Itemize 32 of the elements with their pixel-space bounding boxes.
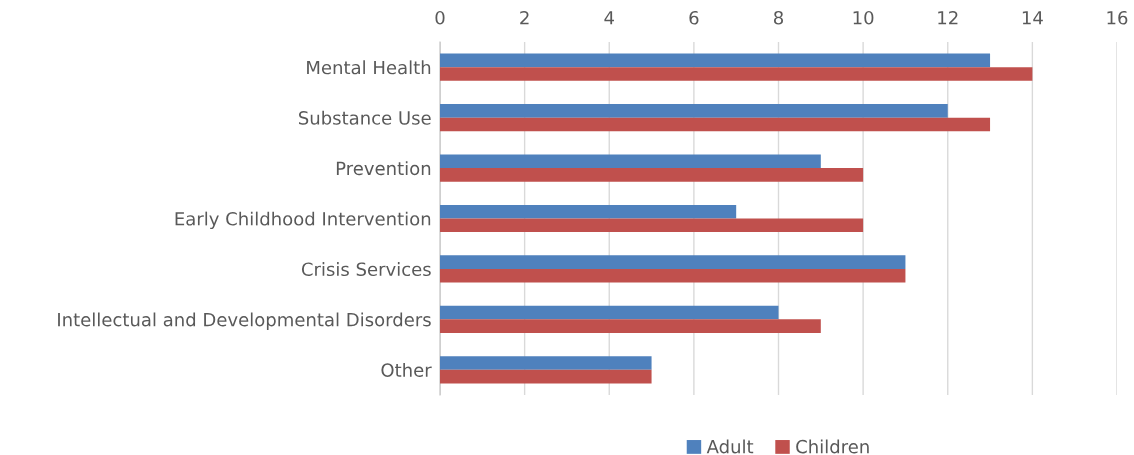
bar (440, 218, 864, 233)
bar (440, 255, 906, 269)
y-tick-label: Other (381, 362, 432, 377)
y-tick-label: Early Childhood Intervention (175, 211, 431, 230)
x-tick-label: 10 (853, 10, 874, 25)
y-tick-label: Prevention (336, 161, 431, 176)
y-tick-label: Mental Health (307, 60, 431, 75)
legend-label: Children (796, 439, 869, 454)
x-tick-label: 12 (938, 10, 958, 25)
bar (440, 117, 991, 132)
bar (440, 319, 821, 333)
legend-label: Adult (706, 439, 754, 454)
bar (440, 204, 737, 219)
bar (440, 305, 779, 320)
bar (440, 67, 1033, 81)
bar (440, 168, 864, 182)
bar (440, 53, 991, 68)
bar (440, 369, 652, 384)
bar (440, 356, 652, 370)
y-tick-label: Substance Use (298, 110, 431, 125)
x-tick-label: 6 (689, 10, 699, 25)
x-tick-label: 0 (435, 10, 445, 25)
bar (440, 268, 906, 283)
y-tick-label: Intellectual and Developmental Disorders (58, 312, 431, 330)
x-tick-label: 2 (520, 10, 529, 25)
x-tick-label: 4 (604, 11, 614, 25)
x-tick-label: 8 (773, 10, 784, 25)
x-tick-label: 14 (1022, 11, 1043, 25)
x-tick-label: 16 (1107, 10, 1128, 25)
y-tick-label: Crisis Services (301, 262, 431, 277)
bar (440, 104, 948, 118)
bar (440, 154, 821, 169)
